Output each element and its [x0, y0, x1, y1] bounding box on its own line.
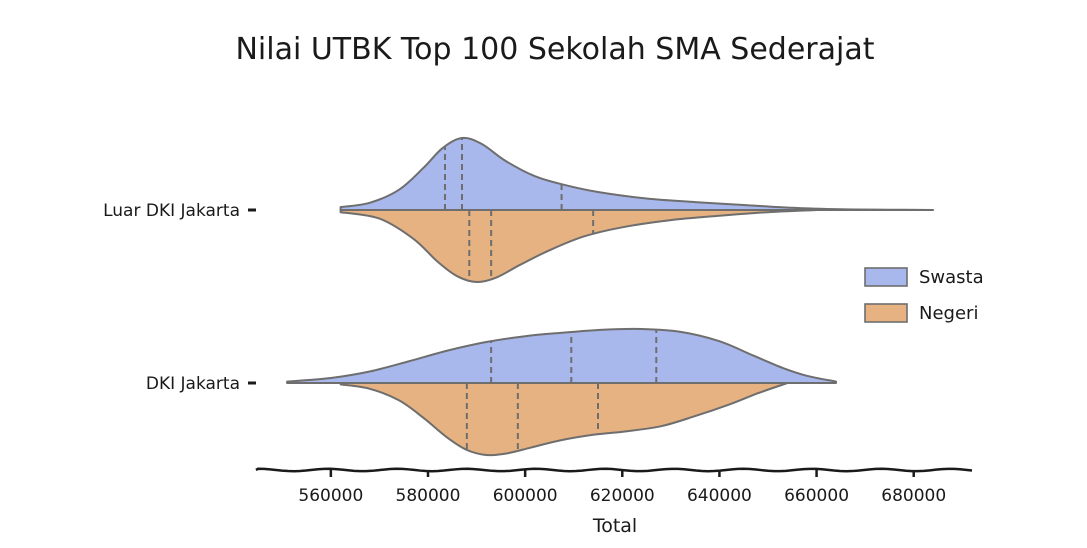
chart-title: Nilai UTBK Top 100 Sekolah SMA Sederajat	[235, 32, 874, 67]
x-tick-label: 600000	[493, 486, 558, 506]
x-tick-label: 620000	[590, 486, 655, 506]
violin-swasta-dki-jakarta	[286, 327, 837, 384]
x-tick-label: 580000	[396, 486, 461, 506]
x-axis-label: Total	[592, 515, 637, 537]
legend-swatch-swasta	[864, 267, 908, 287]
x-tick-label: 680000	[881, 486, 946, 506]
legend-label-swasta: Swasta	[919, 267, 984, 288]
y-tick-label: Luar DKI Jakarta	[103, 201, 240, 221]
x-axis: 560000 580000 600000 620000 640000 660000 6800…	[255, 467, 973, 506]
y-axis: Luar DKI Jakarta DKI Jakarta	[103, 201, 256, 394]
violin-negeri-luar-dki-jakarta	[339, 209, 818, 284]
legend: Swasta Negeri	[864, 267, 984, 324]
x-tick-label: 560000	[298, 486, 363, 506]
x-tick-label: 640000	[687, 486, 752, 506]
violin-swasta-luar-dki-jakarta	[339, 136, 935, 211]
y-tick-label: DKI Jakarta	[146, 374, 240, 394]
x-axis-line	[255, 467, 973, 473]
violins-layer	[286, 136, 935, 457]
legend-label-negeri: Negeri	[919, 303, 978, 324]
legend-swatch-negeri	[864, 303, 908, 323]
violin-negeri-dki-jakarta	[339, 382, 789, 457]
x-tick-label: 660000	[784, 486, 849, 506]
